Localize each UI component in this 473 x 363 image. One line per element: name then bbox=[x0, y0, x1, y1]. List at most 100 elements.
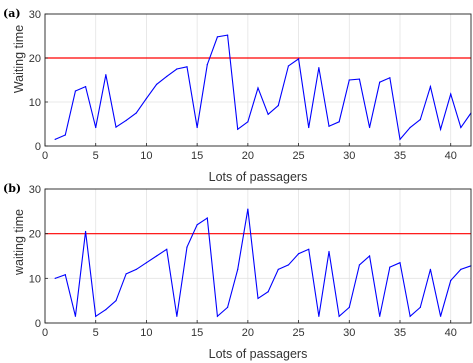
panel-a-point-17 bbox=[216, 36, 219, 38]
panel-a-point-4 bbox=[84, 86, 87, 88]
panel-a-point-27 bbox=[318, 67, 320, 69]
panel-b-point-21 bbox=[257, 297, 259, 300]
panel-b-point-31 bbox=[358, 264, 361, 266]
panel-b-point-19 bbox=[237, 268, 239, 270]
panel-a-yticks: 0 10 20 30 bbox=[29, 9, 48, 153]
panel-a-series-line bbox=[54, 34, 472, 141]
panel-b-point-11 bbox=[155, 255, 158, 257]
panel-b-point-20 bbox=[247, 208, 249, 210]
panel-a-point-16 bbox=[206, 64, 208, 66]
panel-a-xtick-label-20: 20 bbox=[242, 150, 254, 162]
panel-b-point-1 bbox=[54, 277, 56, 279]
panel-b-ytick-label-0: 0 bbox=[35, 318, 41, 330]
panel-b-label: (b) bbox=[3, 182, 21, 195]
panel-a-point-2 bbox=[64, 134, 66, 136]
panel-b-xtick-label-0: 0 bbox=[42, 327, 48, 339]
panel-a-point-11 bbox=[155, 83, 158, 85]
panel-b-point-35 bbox=[399, 262, 401, 264]
panel-b-ytick-label-10: 10 bbox=[29, 273, 41, 285]
panel-b-point-23 bbox=[277, 268, 279, 270]
panel-b-point-18 bbox=[226, 306, 229, 308]
panel-a-point-8 bbox=[125, 119, 127, 122]
panel-a-point-38 bbox=[429, 86, 432, 88]
panel-a-xtick-label-15: 15 bbox=[191, 150, 203, 162]
panel-b-point-10 bbox=[145, 262, 148, 264]
panel-a-point-23 bbox=[277, 104, 279, 107]
panel-b-point-13 bbox=[176, 315, 178, 317]
panel-b-ytick-label-30: 30 bbox=[29, 184, 41, 196]
panel-b-point-22 bbox=[267, 291, 269, 293]
panel-b-xtick-label-10: 10 bbox=[140, 327, 152, 339]
panel-a-ytick-label-20: 20 bbox=[29, 53, 41, 65]
panel-a-point-3 bbox=[74, 90, 77, 92]
panel-a-point-14 bbox=[186, 66, 188, 68]
panel-a-xtick-label-35: 35 bbox=[394, 150, 406, 162]
panel-b-point-38 bbox=[429, 268, 432, 270]
panel-a-point-25 bbox=[297, 58, 300, 60]
panel-a-xticks: 0 5 10 15 20 25 30 35 40 bbox=[42, 143, 457, 162]
panel-a-point-39 bbox=[439, 128, 442, 130]
panel-a-point-30 bbox=[348, 79, 350, 81]
panel-b-xtick-label-30: 30 bbox=[343, 327, 355, 339]
panel-b-point-25 bbox=[297, 253, 300, 255]
panel-a-point-10 bbox=[145, 97, 148, 100]
panel-a-xtick-label-0: 0 bbox=[42, 150, 48, 162]
panel-a-point-26 bbox=[308, 126, 310, 129]
panel-a-point-35 bbox=[399, 138, 401, 140]
panel-b-point-28 bbox=[328, 250, 330, 253]
panel-a-point-29 bbox=[338, 121, 340, 123]
panel-b-point-32 bbox=[368, 255, 371, 257]
panel-a-point-33 bbox=[379, 81, 381, 83]
panel-a-point-18 bbox=[226, 34, 229, 36]
panel-b-xticks: 0 5 10 15 20 25 30 35 40 bbox=[42, 320, 457, 339]
panel-a-xtick-label-40: 40 bbox=[445, 150, 457, 162]
panel-a-ytick-label-0: 0 bbox=[35, 141, 41, 153]
panel-a-xtick-label-5: 5 bbox=[93, 150, 99, 162]
panel-b-point-6 bbox=[105, 309, 107, 311]
panel-a-point-6 bbox=[105, 74, 107, 76]
panel-b-ylabel: waiting time bbox=[12, 209, 26, 276]
panel-b-point-8 bbox=[125, 273, 127, 275]
panel-b-xtick-label-20: 20 bbox=[242, 327, 254, 339]
panel-a-point-24 bbox=[287, 65, 290, 67]
panel-b-point-17 bbox=[216, 315, 219, 317]
panel-a-point-12 bbox=[166, 75, 168, 78]
panel-b-point-30 bbox=[348, 306, 350, 308]
panel-b-point-27 bbox=[318, 315, 320, 317]
panel-a: (a) 0 5 10 15 20 25 30 35 40 0 10 20 30 Lots of pas… bbox=[3, 7, 472, 184]
panel-a-point-1 bbox=[54, 138, 56, 140]
panel-b-xtick-label-15: 15 bbox=[191, 327, 203, 339]
panel-b: (b) 0 5 10 15 20 25 30 35 40 0 10 20 30 Lots of pas… bbox=[3, 182, 472, 361]
panel-a-label: (a) bbox=[3, 7, 21, 20]
panel-a-point-7 bbox=[115, 126, 117, 128]
panel-b-point-36 bbox=[409, 315, 411, 317]
panel-b-point-33 bbox=[379, 315, 381, 317]
panel-b-point-5 bbox=[95, 315, 97, 317]
panel-a-ytick-label-30: 30 bbox=[29, 9, 41, 21]
panel-a-point-36 bbox=[409, 126, 411, 129]
panel-b-point-9 bbox=[135, 268, 137, 270]
panel-a-point-9 bbox=[135, 112, 137, 114]
panel-a-xtick-label-10: 10 bbox=[140, 150, 152, 162]
panel-b-xlabel: Lots of passagers bbox=[209, 347, 308, 361]
panel-b-series-line bbox=[54, 209, 472, 318]
panel-a-xtick-label-25: 25 bbox=[292, 150, 304, 162]
panel-a-point-22 bbox=[267, 113, 269, 115]
panel-b-xtick-label-40: 40 bbox=[445, 327, 457, 339]
panel-a-point-5 bbox=[95, 126, 97, 129]
panel-a-point-15 bbox=[196, 126, 198, 129]
panel-a-ylabel: Waiting time bbox=[12, 25, 26, 93]
panel-a-point-31 bbox=[358, 78, 361, 80]
panel-b-frame bbox=[44, 188, 472, 324]
panel-a-points bbox=[54, 34, 472, 140]
panel-a-point-19 bbox=[237, 128, 239, 130]
panel-b-ytick-label-20: 20 bbox=[29, 229, 41, 241]
panel-a-xtick-label-30: 30 bbox=[343, 150, 355, 162]
panel-b-point-29 bbox=[338, 315, 340, 317]
panel-b-point-7 bbox=[115, 300, 117, 302]
panel-b-point-15 bbox=[196, 224, 198, 226]
panel-a-frame bbox=[44, 13, 472, 147]
panel-a-xlabel: Lots of passagers bbox=[209, 170, 308, 184]
panel-b-point-39 bbox=[439, 315, 442, 317]
